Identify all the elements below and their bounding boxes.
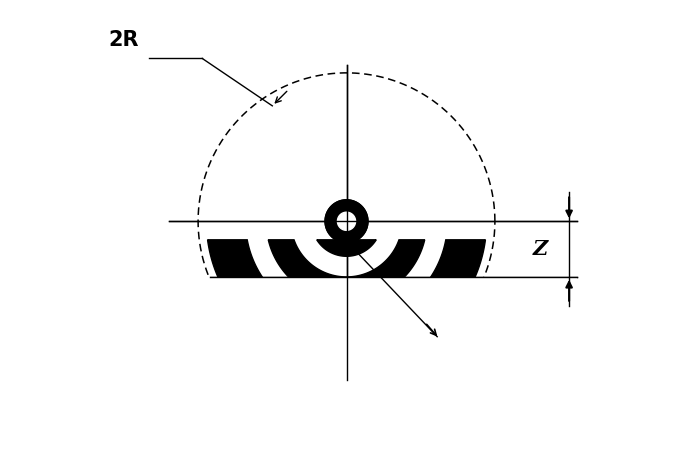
- Polygon shape: [337, 212, 356, 230]
- Polygon shape: [325, 200, 368, 243]
- Polygon shape: [268, 240, 425, 302]
- Text: 2R: 2R: [109, 30, 139, 50]
- Text: Z: Z: [533, 239, 548, 259]
- Polygon shape: [325, 200, 368, 243]
- Polygon shape: [337, 212, 356, 230]
- Polygon shape: [208, 240, 485, 361]
- Polygon shape: [317, 240, 376, 256]
- Bar: [157, 277, 577, 459]
